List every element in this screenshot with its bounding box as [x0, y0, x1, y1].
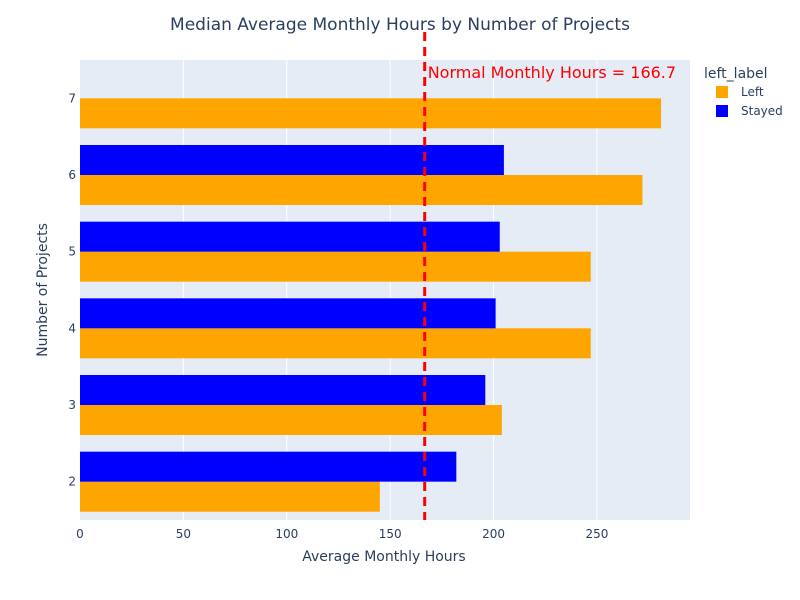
bar-stayed-4[interactable]	[80, 298, 496, 329]
bars	[80, 98, 662, 512]
x-tick-label: 100	[275, 527, 298, 541]
y-ticks: 2 3 4 5 6 7	[68, 91, 76, 488]
gridlines	[182, 60, 598, 520]
y-tick-label: 2	[68, 475, 76, 489]
y-tick-label: 3	[68, 398, 76, 412]
bar-left-5[interactable]	[80, 251, 591, 282]
bar-left-6[interactable]	[80, 175, 643, 205]
reference-line-group: Normal Monthly Hours = 166.7	[423, 32, 676, 520]
bar-stayed-5[interactable]	[80, 221, 500, 252]
bar-stayed-2[interactable]	[80, 451, 457, 482]
bar-left-7[interactable]	[80, 98, 662, 129]
x-tick-label: 150	[379, 527, 402, 541]
x-tick-label: 250	[585, 527, 608, 541]
chart-title: Median Average Monthly Hours by Number o…	[170, 15, 630, 35]
legend-title: left_label	[704, 66, 768, 82]
bar-left-4[interactable]	[80, 328, 591, 359]
y-tick-label: 6	[68, 168, 76, 182]
bar-stayed-6[interactable]	[80, 145, 504, 175]
legend-label-left: Left	[741, 85, 764, 99]
legend-label-stayed: Stayed	[741, 104, 783, 118]
x-axis-title: Average Monthly Hours	[302, 549, 465, 565]
y-tick-label: 4	[68, 321, 76, 335]
bar-stayed-3[interactable]	[80, 375, 486, 405]
legend[interactable]: left_label Left Stayed	[704, 66, 783, 118]
y-tick-label: 7	[68, 91, 76, 105]
bar-left-3[interactable]	[80, 405, 502, 435]
legend-swatch-stayed	[716, 105, 728, 117]
x-tick-label: 200	[482, 527, 505, 541]
y-tick-label: 5	[68, 245, 76, 259]
x-tick-label: 50	[176, 527, 191, 541]
x-ticks: 0 50 100 150 200 250	[76, 527, 608, 541]
reference-line-label: Normal Monthly Hours = 166.7	[428, 63, 676, 82]
legend-swatch-left	[716, 86, 728, 98]
x-tick-label: 0	[76, 527, 84, 541]
y-axis-title: Number of Projects	[35, 223, 51, 357]
bar-left-2[interactable]	[80, 481, 380, 512]
plot-area	[80, 60, 690, 520]
